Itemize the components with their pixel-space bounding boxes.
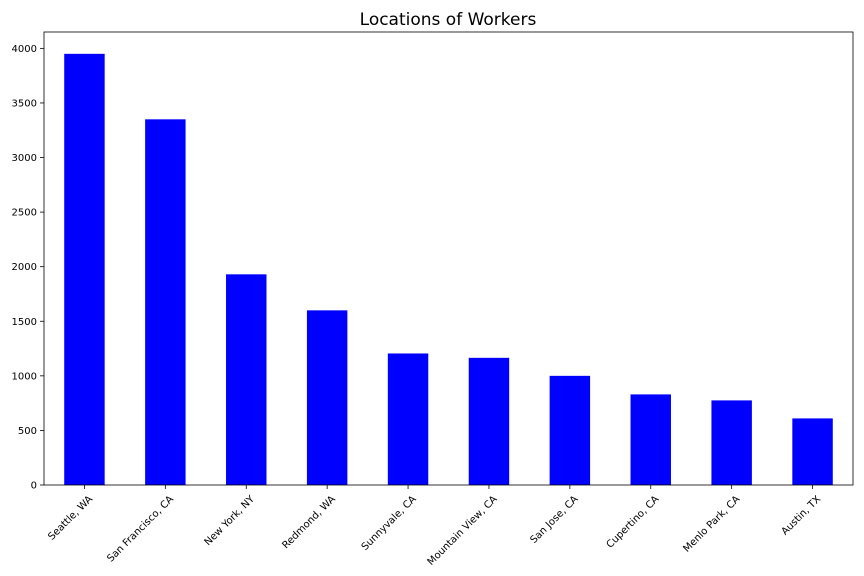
bar [468,357,510,485]
y-tick-label: 3000 [12,153,37,164]
y-tick-label: 4000 [12,44,37,55]
bar [630,394,671,485]
x-tick-label: San Jose, CA [528,494,580,546]
bar [306,310,348,485]
y-tick-label: 3500 [12,98,37,109]
bar [792,418,833,485]
y-axis: 0 500 1000 1500 2000 2500 3000 3500 4000 [12,44,44,492]
plot-frame [43,31,854,486]
bar [145,119,186,485]
y-tick-label: 500 [18,426,37,437]
bar [711,400,752,485]
bar [64,53,105,485]
x-tick-label: Seattle, WA [46,494,95,543]
x-axis: Seattle, WA San Francisco, CA New York, NY… [46,485,823,568]
bar [387,353,429,485]
y-tick-label: 2000 [12,262,37,273]
y-tick-label: 1500 [12,317,37,328]
chart-title: Locations of Workers [360,10,537,30]
bars-layer [64,53,833,485]
x-tick-label: New York, NY [203,493,258,548]
bar [226,274,267,485]
x-tick-label: Redmond, WA [280,494,337,551]
y-tick-label: 0 [31,481,37,492]
x-tick-label: Austin, TX [780,494,824,538]
x-tick-label: Mountain View, CA [426,494,500,568]
x-tick-label: Menlo Park, CA [681,494,742,555]
x-tick-label: Sunnyvale, CA [360,494,419,553]
y-tick-label: 2500 [12,208,37,219]
x-tick-label: San Francisco, CA [105,494,176,565]
x-tick-label: Cupertino, CA [605,494,662,551]
y-tick-label: 1000 [12,371,37,382]
bar [549,375,591,485]
